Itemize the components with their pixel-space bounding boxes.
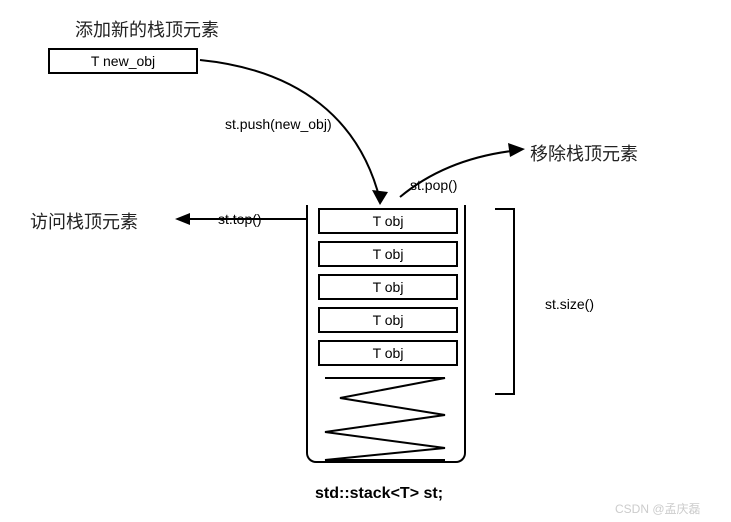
diagram-canvas: 添加新的栈顶元素 T new_obj st.push(new_obj) 移除栈顶… [0, 0, 731, 522]
pop-arrow-head [508, 143, 525, 157]
pop-label: st.pop() [410, 177, 457, 193]
label-access-top: 访问栈顶元素 [30, 208, 138, 234]
push-arrow-head [372, 190, 388, 205]
size-bracket [495, 208, 515, 395]
label-add-top: 添加新的栈顶元素 [75, 16, 219, 42]
stack-slot: T obj [318, 307, 458, 333]
size-label: st.size() [545, 296, 594, 312]
new-obj-box: T new_obj [48, 48, 198, 74]
push-label: st.push(new_obj) [225, 116, 332, 132]
stack-declaration: std::stack<T> st; [315, 485, 443, 503]
stack-slot: T obj [318, 241, 458, 267]
stack-slot: T obj [318, 208, 458, 234]
stack-slot: T obj [318, 340, 458, 366]
label-remove-top: 移除栈顶元素 [530, 140, 638, 166]
watermark: CSDN @孟庆磊 [615, 500, 701, 517]
top-label: st.top() [218, 211, 262, 227]
stack-slot: T obj [318, 274, 458, 300]
top-arrow-head [175, 213, 190, 225]
